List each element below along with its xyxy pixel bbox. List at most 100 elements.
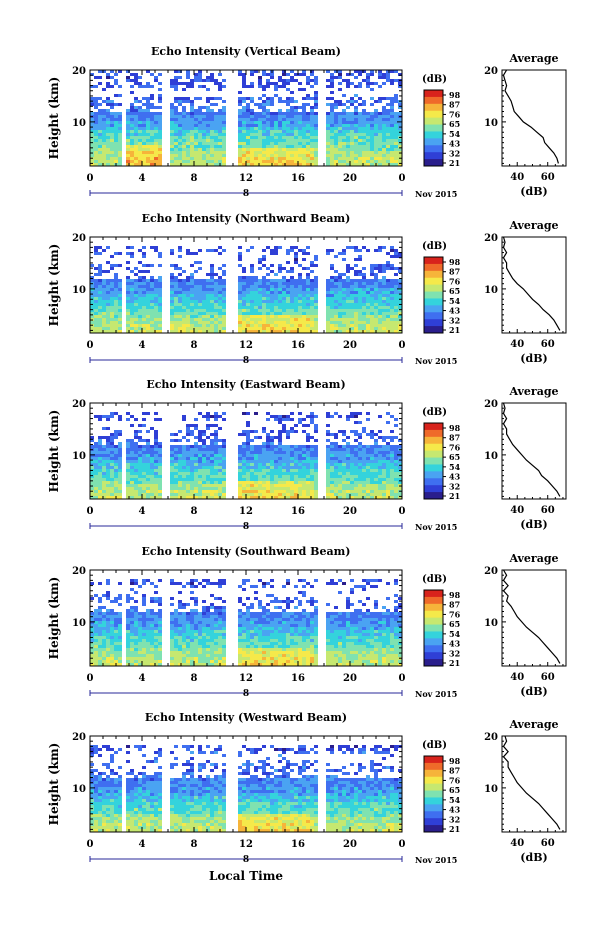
heatmap-cells <box>90 246 402 333</box>
colorbar-tick-label: 98 <box>449 90 461 100</box>
y-axis-label: Height (km) <box>47 244 61 327</box>
x-tick-label: 0 <box>399 173 406 184</box>
date-day: 8 <box>243 189 249 199</box>
panel-title: Echo Intensity (Northward Beam) <box>142 212 351 225</box>
colorbar-label: (dB) <box>422 407 447 418</box>
colorbar-tick-label: 87 <box>449 100 460 110</box>
y-tick-label: 10 <box>72 784 86 795</box>
panel-4: Echo Intensity (Southward Beam) 0 4 8 12 16 20… <box>47 545 567 699</box>
colorbar-segment <box>424 429 443 438</box>
colorbar-segment <box>424 811 443 819</box>
date-label: Nov 2015 <box>415 855 457 865</box>
colorbar-segment <box>424 645 443 653</box>
x-axis-label: Local Time <box>209 869 283 883</box>
colorbar-tick-label: 32 <box>449 148 460 158</box>
colorbar-segment <box>424 443 443 452</box>
colorbar-tick-label: 32 <box>449 814 460 824</box>
colorbar-tick-label: 98 <box>449 590 461 600</box>
average-y-tick-label: 10 <box>484 118 498 129</box>
colorbar-segment <box>424 96 443 105</box>
colorbar-segment <box>424 319 443 327</box>
colorbar-tick-label: 87 <box>449 600 460 610</box>
date-label: Nov 2015 <box>415 522 457 532</box>
colorbar-tick-label: 98 <box>449 257 461 267</box>
average-title: Average <box>508 52 558 65</box>
colorbar-tick-label: 98 <box>449 423 461 433</box>
colorbar-segment <box>424 257 443 265</box>
colorbar-segment <box>424 436 443 445</box>
date-day: 8 <box>243 522 249 532</box>
average-x-tick-label: 40 <box>510 505 524 516</box>
panel-3: Echo Intensity (Eastward Beam) 0 4 8 12 16 20 0… <box>47 378 567 532</box>
heatmap-cells <box>90 70 402 166</box>
colorbar-segment <box>424 492 443 500</box>
colorbar-segment <box>424 818 443 826</box>
colorbar-segment <box>424 124 443 132</box>
colorbar-tick-label: 21 <box>449 658 460 668</box>
colorbar-tick-label: 21 <box>449 158 460 168</box>
x-tick-label: 12 <box>239 506 253 517</box>
y-tick-label: 20 <box>72 399 86 410</box>
x-tick-label: 20 <box>343 839 357 850</box>
colorbar-tick-label: 87 <box>449 766 460 776</box>
y-axis-label: Height (km) <box>47 77 61 160</box>
colorbar-tick-label: 76 <box>449 109 461 119</box>
colorbar-segment <box>424 145 443 153</box>
panel-title: Echo Intensity (Vertical Beam) <box>151 45 341 58</box>
x-tick-label: 0 <box>87 506 94 517</box>
colorbar-tick-label: 43 <box>449 805 461 815</box>
average-y-tick-label: 20 <box>484 399 498 410</box>
y-tick-label: 20 <box>72 66 86 77</box>
average-profile: Average 40 60 10 20 (dB) <box>484 219 567 365</box>
colorbar-segment <box>424 103 443 112</box>
average-y-tick-label: 10 <box>484 285 498 296</box>
colorbar-label: (dB) <box>422 74 447 85</box>
average-x-label: (dB) <box>520 851 547 864</box>
average-title: Average <box>508 718 558 731</box>
x-tick-label: 4 <box>139 340 146 351</box>
colorbar-segment <box>424 603 443 612</box>
colorbar-segment <box>424 117 443 126</box>
x-tick-label: 20 <box>343 340 357 351</box>
average-x-tick-label: 60 <box>541 172 555 183</box>
colorbar-tick-label: 98 <box>449 756 461 766</box>
colorbar-tick-label: 65 <box>449 452 460 462</box>
colorbar-tick-label: 76 <box>449 276 461 286</box>
panel-5: Echo Intensity (Westward Beam) 0 4 8 12 16 20 0… <box>47 711 567 883</box>
colorbar-tick-label: 43 <box>449 472 461 482</box>
panel-title: Echo Intensity (Eastward Beam) <box>146 378 345 391</box>
colorbar-segment <box>424 478 443 486</box>
colorbar-segment <box>424 131 443 139</box>
colorbar-segment <box>424 590 443 598</box>
x-tick-label: 8 <box>191 839 198 850</box>
x-tick-label: 4 <box>139 839 146 850</box>
average-x-tick-label: 40 <box>510 838 524 849</box>
x-tick-label: 0 <box>87 839 94 850</box>
average-x-tick-label: 60 <box>541 339 555 350</box>
colorbar-segment <box>424 464 443 472</box>
colorbar-tick-label: 54 <box>449 129 461 139</box>
colorbar-tick-label: 21 <box>449 824 460 834</box>
y-tick-label: 20 <box>72 566 86 577</box>
colorbar-tick-label: 87 <box>449 433 460 443</box>
date-day: 8 <box>243 689 249 699</box>
colorbar-segment <box>424 138 443 146</box>
date-label: Nov 2015 <box>415 356 457 366</box>
y-tick-label: 10 <box>72 285 86 296</box>
colorbar-segment <box>424 298 443 306</box>
x-tick-label: 8 <box>191 673 198 684</box>
average-frame <box>501 236 567 334</box>
colorbar-segment <box>424 284 443 293</box>
x-tick-label: 0 <box>87 673 94 684</box>
y-tick-label: 20 <box>72 233 86 244</box>
average-x-tick-label: 40 <box>510 339 524 350</box>
colorbar-segment <box>424 326 443 334</box>
y-tick-label: 20 <box>72 732 86 743</box>
colorbar-tick-label: 65 <box>449 619 460 629</box>
colorbar-segment <box>424 312 443 320</box>
colorbar-segment <box>424 631 443 639</box>
x-tick-label: 8 <box>191 506 198 517</box>
